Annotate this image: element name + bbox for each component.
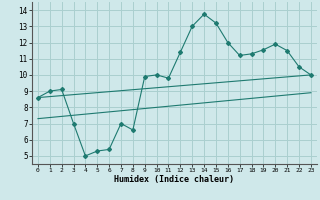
X-axis label: Humidex (Indice chaleur): Humidex (Indice chaleur) [115, 175, 234, 184]
